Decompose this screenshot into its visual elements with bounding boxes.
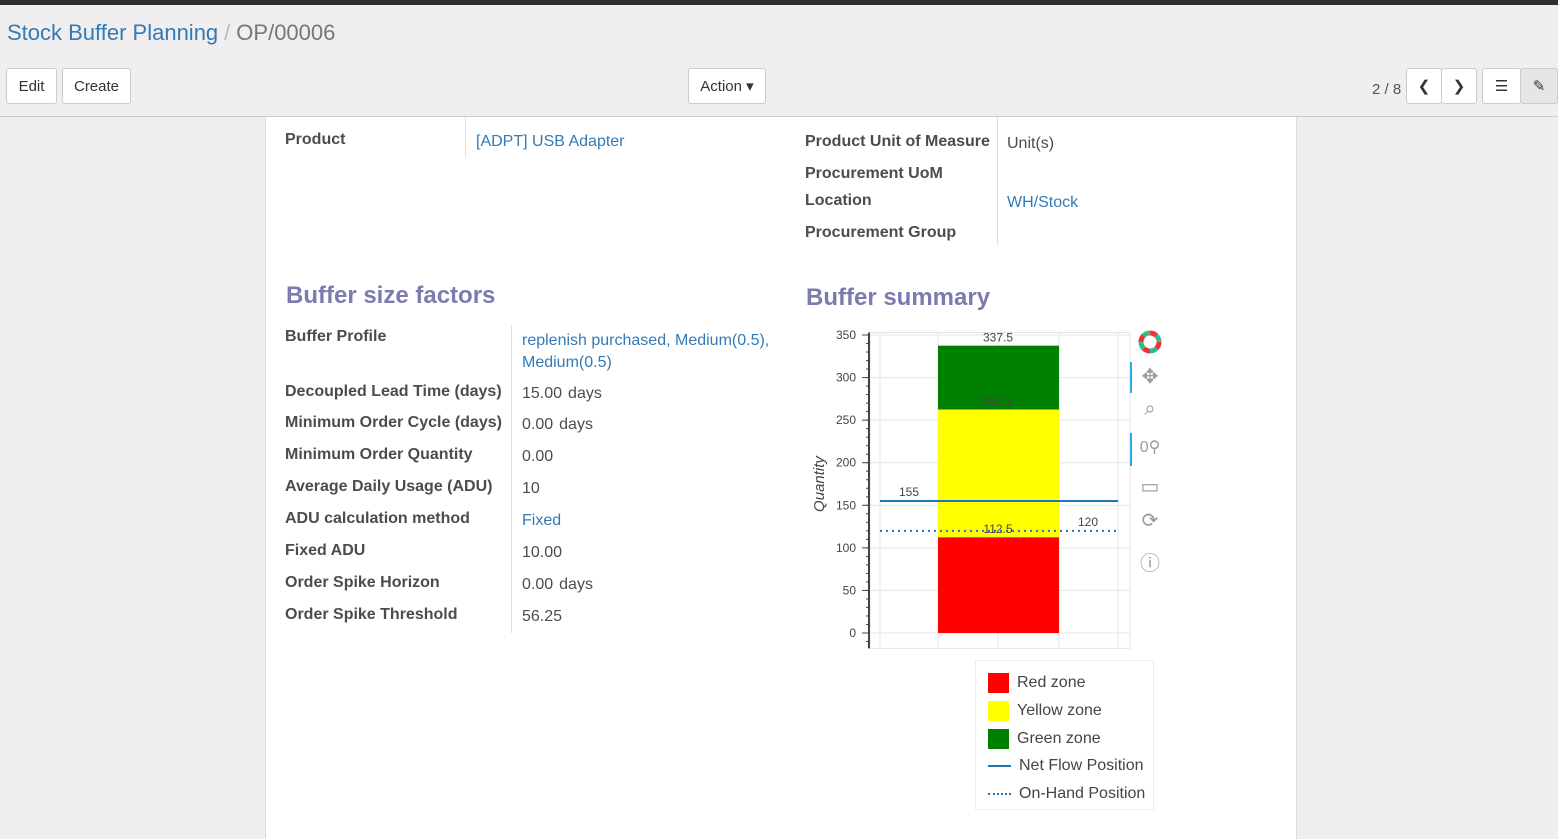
- location-label: Location: [805, 192, 872, 209]
- factor-value: 0.00 days: [522, 416, 593, 434]
- factor-unit: days: [559, 576, 593, 593]
- factor-value-text: 56.25: [522, 608, 563, 625]
- uom-value: Unit(s): [1007, 135, 1055, 152]
- legend-item-yellow: Yellow zone: [988, 701, 1102, 721]
- y-tick-label: 50: [843, 583, 857, 597]
- y-tick-label: 350: [836, 328, 856, 342]
- y-axis-label: Quantity: [811, 455, 828, 512]
- factor-label: Fixed ADU: [285, 542, 366, 559]
- action-dropdown[interactable]: Action ▾: [688, 68, 766, 104]
- chart-legend: Red zone Yellow zone Green zone Net Flow…: [975, 660, 1154, 810]
- breadcrumb: Stock Buffer Planning / OP/00006: [7, 20, 336, 45]
- factor-unit: days: [568, 385, 602, 402]
- factor-label: Decoupled Lead Time (days): [285, 383, 502, 400]
- line-data-label: 120: [1078, 515, 1098, 529]
- factor-unit: days: [559, 416, 593, 433]
- wheel-zoom-tool-icon[interactable]: 0⚲: [1139, 439, 1161, 456]
- create-button[interactable]: Create: [62, 68, 131, 104]
- bokeh-logo-icon: [1138, 330, 1162, 360]
- product-value[interactable]: [ADPT] USB Adapter: [476, 133, 625, 150]
- buffer-summary-title: Buffer summary: [806, 284, 991, 311]
- y-tick-label: 150: [836, 498, 856, 512]
- factor-value-text: 10: [522, 480, 540, 497]
- procurement-uom-label: Procurement UoM: [805, 165, 943, 182]
- factor-value-text: replenish purchased, Medium(0.5), Medium…: [522, 332, 770, 371]
- y-tick-label: 100: [836, 541, 856, 555]
- pan-tool-icon[interactable]: ✥: [1141, 366, 1159, 388]
- edit-button[interactable]: Edit: [6, 68, 57, 104]
- breadcrumb-parent[interactable]: Stock Buffer Planning: [7, 20, 219, 45]
- procurement-group-label: Procurement Group: [805, 224, 957, 241]
- factor-value: 15.00 days: [522, 385, 602, 403]
- product-label: Product: [285, 131, 346, 148]
- control-panel: Stock Buffer Planning / OP/00006 Edit Crea…: [0, 5, 1558, 117]
- factor-label: Order Spike Horizon: [285, 574, 440, 591]
- legend-item-net-flow: Net Flow Position: [988, 757, 1144, 775]
- breadcrumb-current: OP/00006: [236, 20, 336, 45]
- y-tick-label: 0: [849, 626, 856, 640]
- factor-value-text: 0.00: [522, 448, 554, 465]
- action-label: Action: [700, 77, 742, 95]
- help-tool-icon[interactable]: ⓘ: [1140, 553, 1160, 575]
- factor-value-text: 10.00: [522, 544, 563, 561]
- factor-value: 10.00: [522, 544, 562, 562]
- bar-green-zone: [938, 345, 1059, 410]
- factor-value-text: 15.00: [522, 385, 563, 402]
- legend-label: Green zone: [1017, 730, 1101, 747]
- y-tick-label: 200: [836, 456, 856, 470]
- factor-value[interactable]: replenish purchased, Medium(0.5), Medium…: [522, 330, 782, 374]
- factor-value: 56.25: [522, 608, 562, 626]
- bar-data-label: 262.5: [983, 395, 1013, 409]
- factor-value-text: 0.00: [522, 576, 554, 593]
- pager-value: 2 / 8: [1372, 81, 1402, 98]
- box-zoom-tool-icon[interactable]: ⌕: [1144, 398, 1156, 420]
- reset-tool-icon[interactable]: ⟳: [1141, 510, 1159, 532]
- list-view-button[interactable]: ☰: [1482, 68, 1521, 104]
- factor-value[interactable]: Fixed: [522, 512, 561, 530]
- location-value[interactable]: WH/Stock: [1007, 194, 1079, 211]
- uom-label: Product Unit of Measure: [805, 133, 990, 150]
- save-tool-icon[interactable]: ▭: [1140, 476, 1160, 498]
- y-tick-label: 250: [836, 413, 856, 427]
- line-data-label: 155: [899, 485, 919, 499]
- factor-label: Minimum Order Cycle (days): [285, 414, 502, 431]
- y-tick-label: 300: [836, 371, 856, 385]
- legend-item-on-hand: On-Hand Position: [988, 785, 1145, 803]
- factor-value: 0.00 days: [522, 576, 593, 594]
- bar-red-zone: [938, 537, 1059, 633]
- pager-next-button[interactable]: ❯: [1441, 68, 1477, 104]
- bar-yellow-zone: [938, 409, 1059, 538]
- factor-value: 0.00: [522, 448, 553, 466]
- bar-data-label: 337.5: [983, 331, 1013, 345]
- legend-item-red: Red zone: [988, 673, 1086, 693]
- top-bar: [0, 0, 1558, 5]
- bar-data-label: 112.5: [983, 522, 1012, 536]
- legend-label: Yellow zone: [1017, 702, 1102, 719]
- factor-value: 10: [522, 480, 540, 498]
- factor-value-text: 0.00: [522, 416, 554, 433]
- legend-label: Red zone: [1017, 674, 1086, 691]
- legend-item-green: Green zone: [988, 729, 1101, 749]
- legend-label: Net Flow Position: [1019, 757, 1144, 774]
- legend-label: On-Hand Position: [1019, 785, 1146, 802]
- factor-label: Buffer Profile: [285, 328, 387, 345]
- factor-label: Average Daily Usage (ADU): [285, 478, 493, 495]
- factor-label: Order Spike Threshold: [285, 606, 458, 623]
- factor-label: ADU calculation method: [285, 510, 470, 527]
- form-view-button[interactable]: ✎: [1520, 68, 1558, 104]
- factor-value-text: Fixed: [522, 512, 562, 529]
- buffer-size-factors-title: Buffer size factors: [286, 282, 496, 309]
- factor-label: Minimum Order Quantity: [285, 446, 473, 463]
